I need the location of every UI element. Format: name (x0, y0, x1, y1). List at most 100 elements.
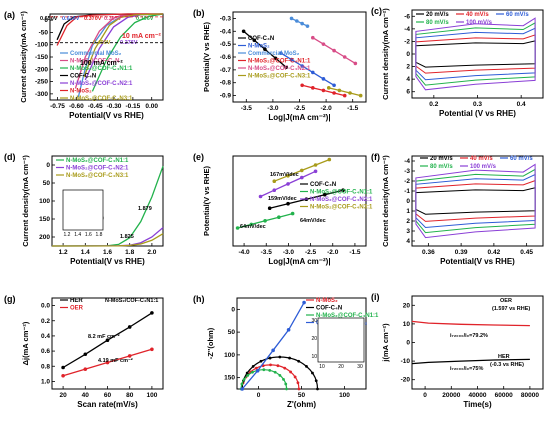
data-point (285, 387, 288, 391)
data-point (300, 64, 304, 68)
y-tick-label: -4 (404, 158, 410, 165)
x-tick-label: -0.15 (125, 103, 140, 110)
y-tick-label: -50 (39, 29, 49, 36)
data-point (342, 55, 347, 59)
panel-b: (b) -3.5 -3.0 -2.5 -2.0 -1.5 -0.3 -0.4 -0.5 -0.6 -… (193, 8, 367, 122)
data-point (278, 373, 282, 377)
data-point (297, 359, 301, 363)
plot-frame (51, 297, 164, 390)
x-tick-label: -2.5 (294, 105, 306, 112)
data-point (277, 215, 281, 219)
data-point (321, 42, 326, 46)
data-point (332, 48, 336, 53)
data-point (252, 38, 257, 43)
inset-tick-label: 1.2 (64, 232, 71, 238)
legend-entry: N-MoS₂@COF-C₄N1:1 (316, 313, 379, 319)
x-tick-label: -1.5 (349, 249, 361, 256)
panel-f: (f) 0.36 0.39 0.42 0.45 -4 -3 -2 -1 0 1 2 3 4 Potentia… (371, 152, 544, 266)
data-point (273, 56, 278, 61)
data-point (358, 93, 363, 98)
inset-tick-label: 30 (357, 364, 363, 370)
data-point (150, 311, 154, 315)
data-point (268, 356, 272, 360)
y-tick-label: -2 (404, 38, 410, 45)
x-tick-label: -0.45 (88, 103, 103, 110)
x-axis-label: Potential(V vs RHE) (70, 257, 145, 266)
series-line (415, 173, 536, 229)
data-point (251, 370, 254, 374)
annotation: 64mV/dec (300, 218, 326, 224)
x-tick-label: 60000 (495, 392, 513, 399)
y-tick-label: -0.4 (220, 28, 232, 35)
y-tick-label: 6 (406, 89, 410, 96)
data-point (251, 364, 255, 368)
panel-g: (g) 20 40 60 80 100 0.0 0.2 0.4 0.6 0.8 1.0 Scan rat… (4, 294, 164, 409)
data-point (83, 367, 88, 371)
y-axis-label: j(mA cm⁻²) (381, 323, 390, 363)
x-tick-label: 1.6 (103, 249, 112, 256)
annotation: 10 mA cm⁻² (122, 33, 162, 40)
legend-entry: N-MoS₂@COF-C₄N3:1 (310, 205, 373, 211)
annotation: 167mV/dec (270, 172, 299, 178)
data-point (293, 375, 297, 379)
data-point (286, 174, 290, 178)
y-tick-label: -200 (35, 66, 48, 73)
series-line (280, 52, 335, 86)
inset-tick-label: 10 (319, 364, 325, 370)
y-tick-label: 0 (231, 306, 235, 313)
data-point (246, 373, 250, 377)
x-tick-label: 50 (298, 392, 306, 399)
data-point (327, 157, 332, 162)
series-line (415, 179, 536, 222)
inset-tick-label: 1.6 (85, 232, 92, 238)
y-tick-label: 100 (39, 198, 50, 205)
y-tick-label: -0.3 (220, 15, 232, 22)
x-tick-label: -0.60 (69, 103, 84, 110)
legend-entry: 100 mV/s (466, 20, 493, 26)
inset-tick-label: 1.8 (96, 232, 103, 238)
inset-tick-label: 30 (311, 318, 317, 324)
legend-e: COF-C₄N N-MoS₂@COF-C₄N1:1N-MoS₂@COF-C₄N2:… (300, 182, 373, 211)
y-axis-label: Potential(V vs RHE) (202, 21, 211, 92)
panel-c: (c) 0.2 0.3 0.4 -6 -4 -2 0 2 4 6 Potential (V vs RH… (371, 6, 544, 118)
x-tick-label: 0 (257, 392, 261, 399)
data-point (341, 188, 345, 192)
panel-label: (g) (4, 294, 16, 304)
legend-entry: N-MoS₂/COF-C₄N (70, 59, 120, 65)
data-point (297, 387, 301, 391)
data-point (283, 366, 287, 370)
y-tick-label: 0.0 (41, 303, 50, 310)
x-tick-label: -0.30 (107, 103, 122, 110)
data-point (353, 61, 358, 66)
data-point (311, 70, 315, 75)
annotation: 0.106V (136, 16, 154, 22)
data-point (284, 382, 288, 386)
legend-entry: N-MoS₂@COF-C₄N3:1 (248, 74, 311, 80)
data-point (150, 347, 154, 352)
x-tick-label: 0.39 (455, 249, 468, 256)
y-tick-label: 0 (46, 162, 50, 169)
x-tick-label: -1.5 (347, 105, 359, 112)
annotation: HER (498, 354, 510, 360)
x-axis-label: Scan rate(mV/s) (77, 400, 138, 409)
series-line (51, 233, 164, 247)
y-axis-label: Potential(V vs RHE) (202, 165, 211, 236)
legend-entry: 100 mV/s (470, 164, 497, 170)
x-tick-label: 0.36 (422, 249, 435, 256)
legend-entry: N-MoS₂@COF-C₄N3:1 (66, 173, 129, 179)
inset-frame (317, 317, 365, 363)
y-tick-label: 150 (39, 216, 50, 223)
data-point (127, 354, 132, 358)
y-tick-label: 50 (228, 329, 236, 336)
panel-a: (a) -0.75 -0.60 -0.45 -0.30 -0.15 0.00 0 -50 -100… (4, 10, 164, 120)
inset-tick-label: 10 (311, 354, 317, 360)
x-tick-label: -2.0 (327, 249, 339, 256)
series-line (328, 87, 361, 97)
panel-label: (d) (4, 152, 16, 162)
x-tick-label: 40000 (468, 392, 486, 399)
x-tick-label: 20000 (442, 392, 460, 399)
y-axis-label: Δj(mA cm⁻²) (21, 321, 30, 365)
legend-entry: COF-C₄N (248, 36, 274, 42)
y-axis-label: Current density(mA cm⁻²) (19, 11, 28, 103)
